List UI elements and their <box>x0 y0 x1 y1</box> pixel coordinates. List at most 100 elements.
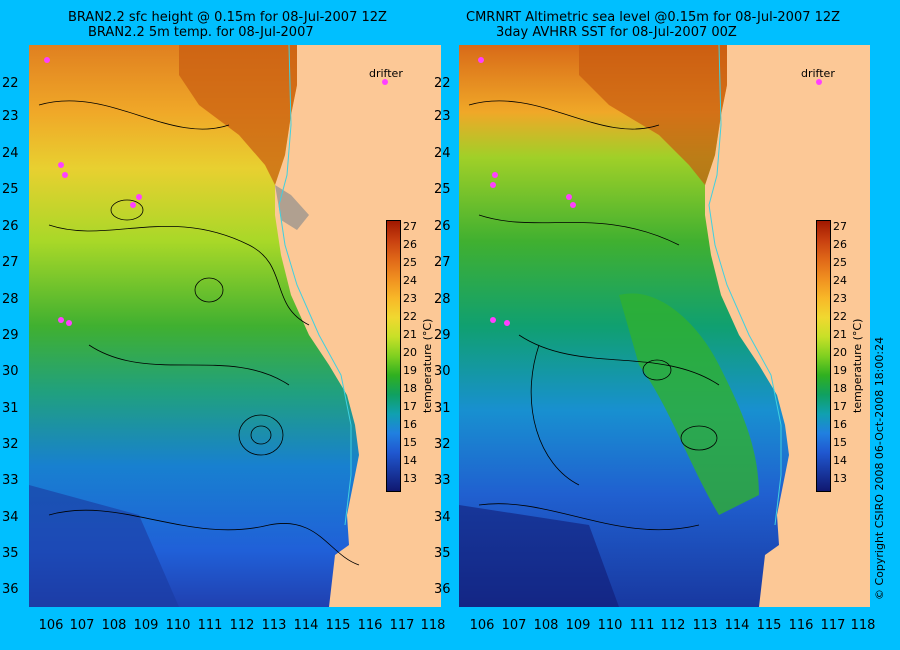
lat-label: 24 <box>2 146 19 161</box>
lat-label: 25 <box>2 182 19 197</box>
lat-label: 23 <box>2 109 19 124</box>
cb-tick: 24 <box>833 274 847 287</box>
lat-label: 36 <box>2 582 19 597</box>
lon-label: 109 <box>565 618 591 633</box>
cb-tick: 27 <box>833 220 847 233</box>
lon-label: 111 <box>629 618 655 633</box>
cb-tick: 16 <box>833 418 847 431</box>
right-colorbar <box>816 220 831 492</box>
lat-label: 29 <box>434 328 451 343</box>
lon-label: 117 <box>389 618 415 633</box>
lon-label: 110 <box>165 618 191 633</box>
cb-tick: 19 <box>403 364 417 377</box>
lat-label: 28 <box>434 292 451 307</box>
lat-label: 24 <box>434 146 451 161</box>
cb-tick: 14 <box>833 454 847 467</box>
lat-label: 34 <box>2 510 19 525</box>
left-title-line1: BRAN2.2 sfc height @ 0.15m for 08-Jul-20… <box>68 10 387 25</box>
right-drifter-label: drifter <box>801 67 835 80</box>
right-title-line2: 3day AVHRR SST for 08-Jul-2007 00Z <box>496 25 737 40</box>
left-colorbar <box>386 220 401 492</box>
cb-tick: 26 <box>403 238 417 251</box>
lon-label: 115 <box>325 618 351 633</box>
lat-label: 27 <box>434 255 451 270</box>
lat-label: 28 <box>2 292 19 307</box>
lon-label: 112 <box>660 618 686 633</box>
lat-label: 26 <box>2 219 19 234</box>
lat-label: 33 <box>434 473 451 488</box>
cb-tick: 14 <box>403 454 417 467</box>
lon-label: 115 <box>756 618 782 633</box>
left-colorbar-gradient <box>387 221 400 491</box>
cb-tick: 20 <box>403 346 417 359</box>
lon-label: 113 <box>692 618 718 633</box>
cb-tick: 22 <box>403 310 417 323</box>
lat-label: 27 <box>2 255 19 270</box>
lat-label: 35 <box>434 546 451 561</box>
cb-tick: 21 <box>833 328 847 341</box>
lat-label: 30 <box>434 364 451 379</box>
cb-tick: 20 <box>833 346 847 359</box>
right-colorbar-gradient <box>817 221 830 491</box>
lon-label: 107 <box>501 618 527 633</box>
left-colorbar-title: temperature (°C) <box>421 318 434 413</box>
copyright-text: © Copyright CSIRO 2008 06-Oct-2008 18:00… <box>873 336 886 600</box>
cb-tick: 22 <box>833 310 847 323</box>
lat-label: 32 <box>434 437 451 452</box>
lat-label: 26 <box>434 219 451 234</box>
lon-label: 106 <box>469 618 495 633</box>
lat-label: 22 <box>434 76 451 91</box>
left-drifter-label: drifter <box>369 67 403 80</box>
cb-tick: 25 <box>833 256 847 269</box>
cb-tick: 18 <box>833 382 847 395</box>
lon-label: 110 <box>597 618 623 633</box>
right-map-graphic <box>459 45 822 607</box>
cb-tick: 19 <box>833 364 847 377</box>
lat-label: 34 <box>434 510 451 525</box>
lat-label: 36 <box>434 582 451 597</box>
lon-label: 109 <box>133 618 159 633</box>
lon-label: 108 <box>101 618 127 633</box>
lat-label: 22 <box>2 76 19 91</box>
cb-tick: 13 <box>403 472 417 485</box>
left-title-line2: BRAN2.2 5m temp. for 08-Jul-2007 <box>88 25 314 40</box>
left-map: drifter 27 26 25 24 23 22 21 20 19 18 17… <box>29 45 441 607</box>
lon-label: 116 <box>788 618 814 633</box>
lon-label: 117 <box>820 618 846 633</box>
cb-tick: 24 <box>403 274 417 287</box>
cb-tick: 16 <box>403 418 417 431</box>
cb-tick: 23 <box>833 292 847 305</box>
cb-tick: 13 <box>833 472 847 485</box>
lat-label: 31 <box>2 401 19 416</box>
lat-label: 29 <box>2 328 19 343</box>
lon-label: 106 <box>38 618 64 633</box>
right-title-line1: CMRNRT Altimetric sea level @0.15m for 0… <box>466 10 841 25</box>
lon-label: 118 <box>850 618 876 633</box>
lon-label: 116 <box>357 618 383 633</box>
lat-label: 25 <box>434 182 451 197</box>
lon-label: 107 <box>69 618 95 633</box>
lat-label: 35 <box>2 546 19 561</box>
cb-tick: 15 <box>403 436 417 449</box>
right-map: drifter 27 26 25 24 23 22 21 20 19 18 17… <box>459 45 870 607</box>
lat-label: 33 <box>2 473 19 488</box>
lon-label: 113 <box>261 618 287 633</box>
lon-label: 114 <box>724 618 750 633</box>
cb-tick: 21 <box>403 328 417 341</box>
cb-tick: 17 <box>403 400 417 413</box>
lat-label: 31 <box>434 401 451 416</box>
lat-label: 32 <box>2 437 19 452</box>
lat-label: 23 <box>434 109 451 124</box>
lon-label: 108 <box>533 618 559 633</box>
cb-tick: 27 <box>403 220 417 233</box>
cb-tick: 17 <box>833 400 847 413</box>
lat-label: 30 <box>2 364 19 379</box>
cb-tick: 26 <box>833 238 847 251</box>
left-map-graphic <box>29 45 388 607</box>
cb-tick: 18 <box>403 382 417 395</box>
lon-label: 114 <box>293 618 319 633</box>
cb-tick: 25 <box>403 256 417 269</box>
cb-tick: 15 <box>833 436 847 449</box>
lon-label: 112 <box>229 618 255 633</box>
cb-tick: 23 <box>403 292 417 305</box>
